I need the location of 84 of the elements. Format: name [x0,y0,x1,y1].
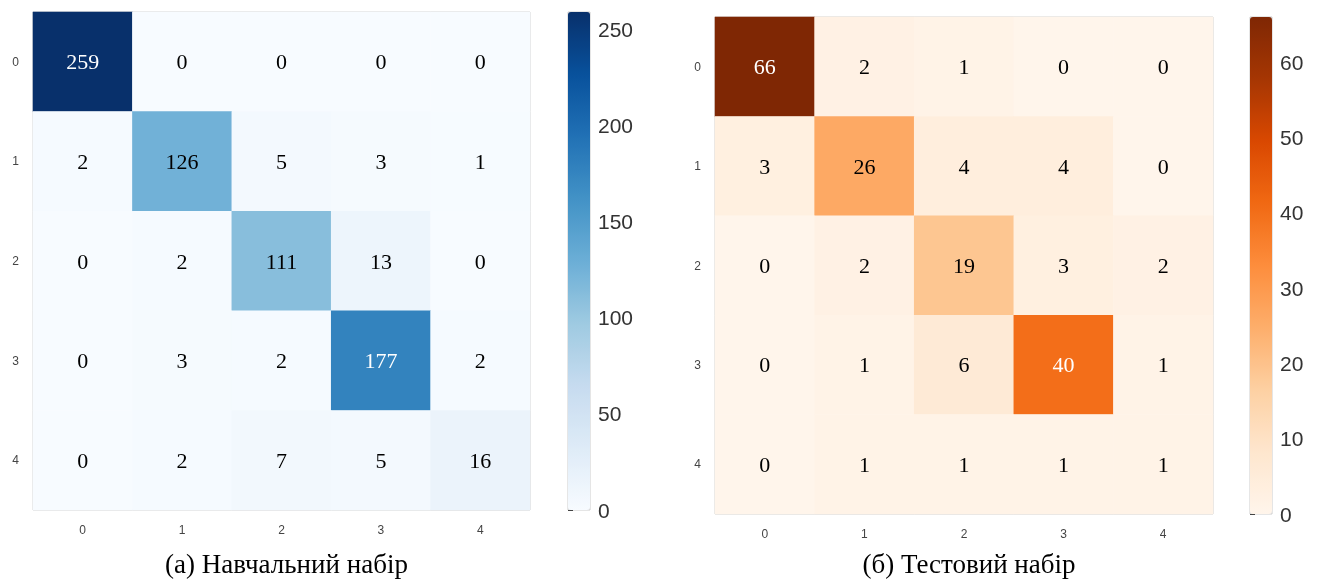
data-label: 111 [265,248,298,274]
data-label: 1 [474,148,486,174]
color-bar-label: 250 [598,17,634,41]
y-tick-label: 1 [694,159,702,174]
data-label: 2 [276,348,287,374]
data-label: 13 [369,248,392,274]
data-label: 0 [77,447,89,473]
text: (а) Навчальний набір [165,548,408,579]
data-label: 0 [1058,54,1070,80]
color-bar-label: 0 [598,498,610,522]
color-bar-label: 50 [598,402,622,426]
x-tick-label: 1 [178,523,186,537]
data-label: 2 [176,447,188,473]
data-label: 1 [858,451,870,477]
x-tick-label: 3 [377,523,385,537]
data-label: 3 [759,153,771,179]
data-label: 1 [858,352,870,378]
data-label: 7 [276,447,287,473]
data-label: 0 [759,451,771,477]
data-label: 1 [958,451,970,477]
data-label: 26 [853,153,876,179]
color-bar-label: 60 [1280,50,1304,74]
data-label: 66 [753,54,776,80]
data-label: 0 [1157,54,1169,80]
data-label: 2 [77,148,89,174]
text: (б) Тестовий набір [862,548,1076,579]
color-bar-label: 20 [1280,351,1304,375]
data-label: 1 [1157,352,1169,378]
data-label: 2 [474,348,486,374]
y-tick-label: 2 [12,254,20,268]
y-tick-label: 4 [12,453,20,468]
x-tick-label: 0 [761,527,769,541]
data-label: 2 [858,54,870,80]
data-label: 0 [77,248,89,274]
data-label: 0 [276,49,287,75]
data-label: 2 [1157,253,1169,278]
color-bar-label: 100 [598,306,634,330]
data-label: 3 [1058,253,1070,278]
x-tick-label: 2 [278,523,286,537]
color-bar-label: 10 [1280,427,1304,451]
color-bar-label: 150 [598,210,634,234]
data-label: 177 [364,348,398,374]
data-label: 6 [958,352,970,378]
y-tick-label: 3 [694,357,702,372]
data-label: 5 [375,447,387,473]
data-label: 19 [953,253,975,278]
data-label: 0 [759,352,771,378]
x-tick-label: 3 [1060,527,1068,541]
data-label: 0 [474,49,486,75]
data-label: 4 [958,153,970,179]
data-label: 0 [375,49,387,75]
data-label: 4 [1058,153,1070,179]
data-label: 16 [469,447,492,473]
data-label: 5 [276,148,287,174]
data-label: 3 [375,148,387,174]
color-bar-label: 50 [1280,125,1304,149]
y-tick-label: 0 [12,54,20,69]
data-label: 126 [165,148,199,174]
y-tick-label: 1 [12,154,20,169]
data-label: 0 [77,348,89,374]
x-tick-label: 4 [476,523,484,537]
x-tick-label: 1 [861,527,869,541]
color-bar-label: 30 [1280,276,1304,300]
y-tick-label: 2 [694,258,702,273]
data-label: 3 [176,348,188,374]
y-tick-label: 0 [694,59,702,74]
data-label: 0 [759,253,771,278]
data-label: 1 [958,54,970,80]
y-tick-label: 4 [694,457,702,472]
data-label: 0 [176,49,188,75]
data-label: 0 [1157,153,1169,179]
data-label: 40 [1052,352,1075,378]
color-bar-label: 40 [1280,201,1304,225]
data-label: 2 [176,248,188,274]
data-label: 1 [1157,451,1169,477]
y-tick-label: 3 [12,353,20,368]
x-tick-label: 0 [79,523,87,537]
data-label: 1 [1058,451,1070,477]
data-label: 259 [66,49,100,75]
x-tick-label: 2 [960,527,968,541]
data-label: 0 [474,248,486,274]
data-label: 2 [858,253,870,278]
x-tick-label: 4 [1159,527,1167,541]
color-bar-label: 200 [598,113,634,137]
